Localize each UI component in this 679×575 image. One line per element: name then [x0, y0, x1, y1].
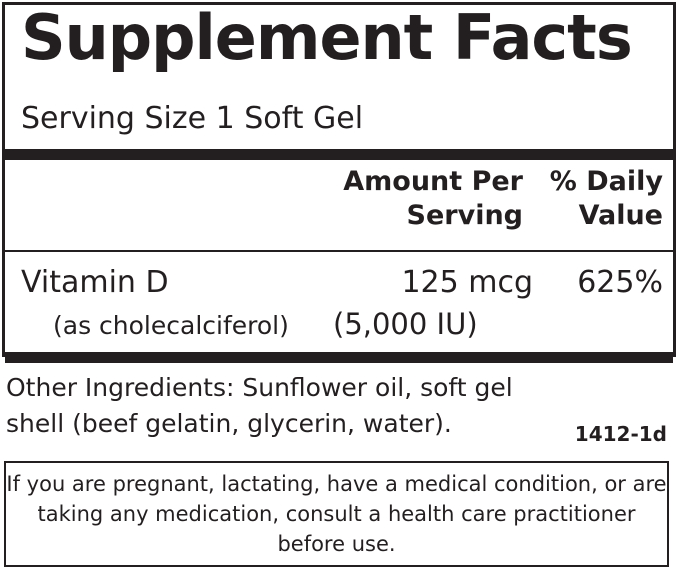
title: Supplement Facts [21, 1, 633, 74]
nutrient-amount: 125 mcg [401, 265, 533, 300]
nutrient-daily-value: 625% [577, 265, 663, 300]
warning-text: If you are pregnant, lactating, have a m… [6, 472, 667, 556]
header-line: Amount Per [343, 166, 523, 197]
thick-divider [5, 352, 673, 363]
header-line: Value [578, 200, 663, 231]
thin-divider [5, 250, 673, 252]
header-line: Serving [406, 200, 523, 231]
amount-per-serving-header: Amount Per Serving [343, 165, 523, 233]
product-code: 1412-1d [574, 422, 667, 446]
thick-divider [5, 149, 673, 160]
daily-value-header: % Daily Value [550, 165, 663, 233]
nutrient-name: Vitamin D [21, 265, 169, 300]
nutrient-amount-iu: (5,000 IU) [333, 307, 478, 341]
serving-size: Serving Size 1 Soft Gel [21, 101, 364, 136]
warning-box: If you are pregnant, lactating, have a m… [4, 461, 669, 567]
nutrient-form: (as cholecalciferol) [53, 311, 289, 340]
other-ingredients: Other Ingredients: Sunflower oil, soft g… [6, 373, 513, 438]
header-line: % Daily [549, 166, 663, 197]
supplement-facts-panel: Supplement Facts Serving Size 1 Soft Gel… [2, 1, 676, 363]
